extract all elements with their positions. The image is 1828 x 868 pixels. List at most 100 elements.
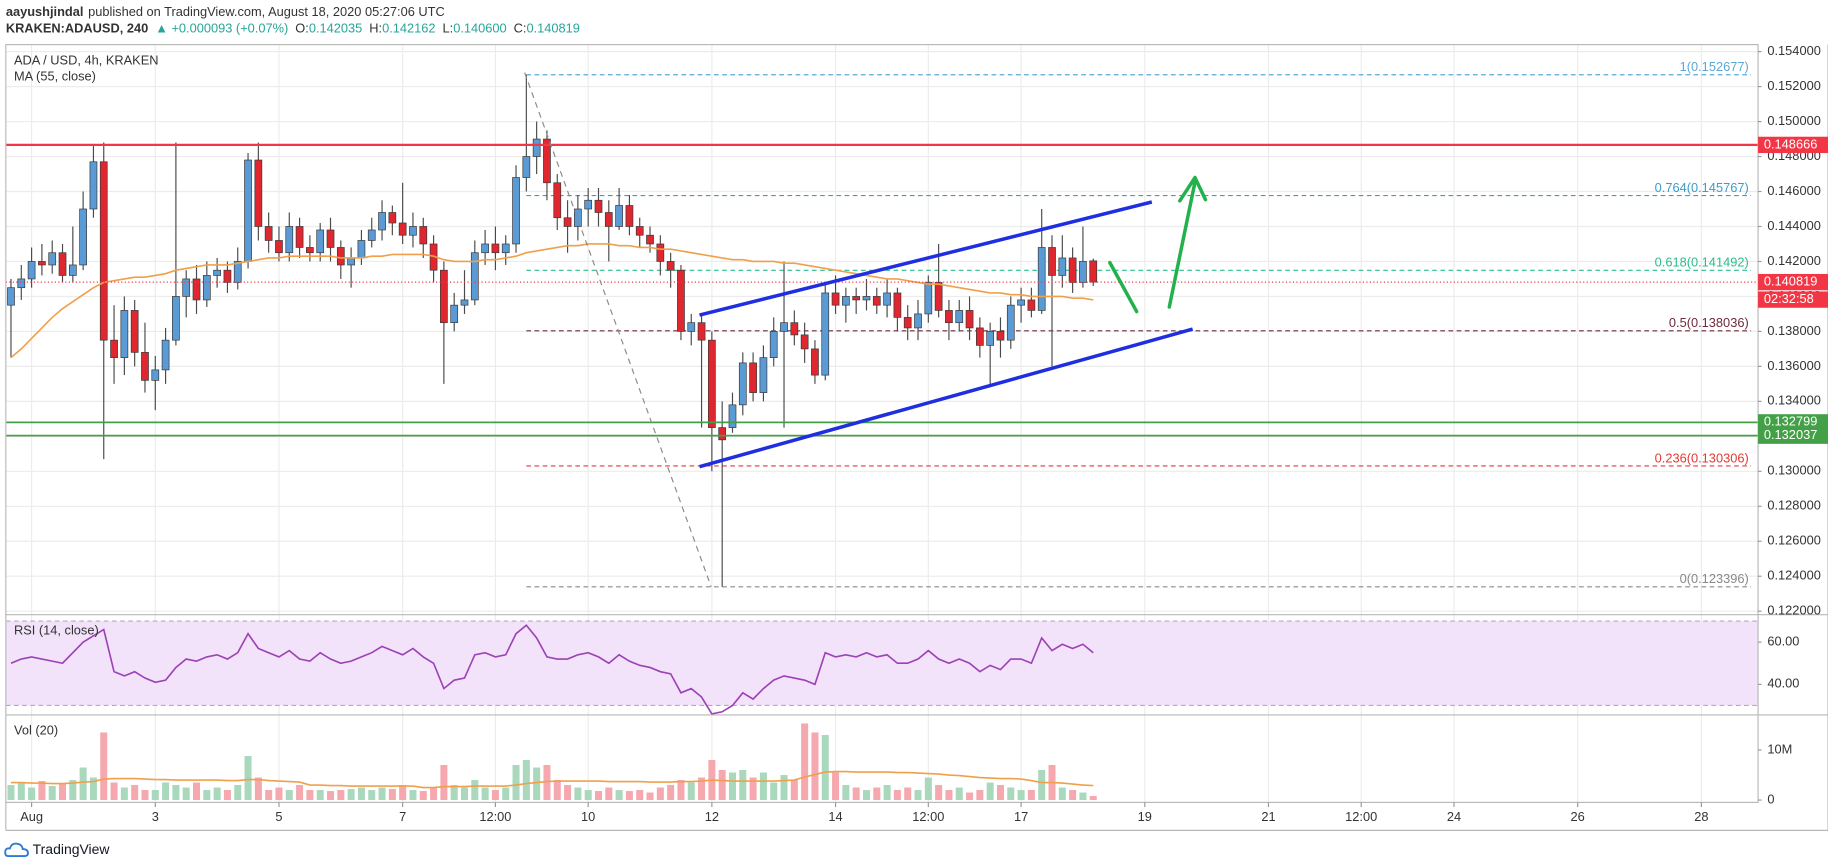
candle-body <box>914 313 922 329</box>
last-price-badge: 0.140819 <box>1764 274 1817 289</box>
symbol: KRAKEN:ADAUSD, 240 <box>6 21 148 36</box>
countdown-badge: 02:32:58 <box>1764 291 1814 306</box>
candle-body <box>821 292 830 376</box>
volume-bar <box>770 782 778 801</box>
candle-body <box>419 226 428 245</box>
candle-body <box>604 212 613 227</box>
volume-bar <box>553 780 561 801</box>
candle-body <box>635 226 644 236</box>
x-tick-label: 21 <box>1261 809 1275 824</box>
candle-body <box>872 296 881 306</box>
level-badge: 0.148666 <box>1764 136 1817 151</box>
candle-body <box>27 261 36 280</box>
volume-bar <box>388 789 396 801</box>
volume-bar <box>327 791 335 801</box>
y-tick-label: 10M <box>1767 741 1792 756</box>
volume-bar <box>17 782 25 801</box>
volume-bar <box>924 777 932 801</box>
volume-bar <box>801 723 809 801</box>
quote-label: O: <box>295 21 309 36</box>
y-tick-label: 0.126000 <box>1767 533 1820 548</box>
candle-body <box>1017 299 1025 306</box>
y-tick-label: 0.134000 <box>1767 393 1820 408</box>
candle-body <box>470 252 479 301</box>
volume-bar <box>471 780 479 801</box>
candle-body <box>141 352 149 381</box>
candle-body <box>687 322 696 332</box>
x-tick-label: 14 <box>828 809 842 824</box>
volume-bar <box>636 790 644 801</box>
volume-bar <box>904 787 912 801</box>
volume-bar <box>357 787 365 801</box>
overlay: Aug 3 5 7 12:00 10 12 14 12:00 17 19 21 12:00 24 26 28 0… <box>14 43 1828 824</box>
series-line <box>10 624 1094 715</box>
volume-bar <box>564 785 572 801</box>
candle-body <box>697 322 706 341</box>
candle-body <box>852 296 861 301</box>
candle-body <box>945 310 953 324</box>
candle-body <box>285 226 294 254</box>
volume-bar <box>574 787 582 801</box>
x-tick-label: 24 <box>1447 809 1461 824</box>
candle-body <box>120 310 129 358</box>
volume-bar <box>914 790 922 801</box>
candle-body <box>388 212 397 224</box>
volume-bar <box>1027 790 1035 801</box>
candle-body <box>862 296 871 301</box>
quote-value: 0.140819 <box>526 21 579 36</box>
candle-body <box>481 243 489 254</box>
quote-value: 0.142035 <box>309 21 362 36</box>
volume-bar <box>698 777 706 801</box>
volume-bar <box>141 790 149 801</box>
candle-body <box>409 226 417 236</box>
candle-body <box>347 257 355 266</box>
candle-body <box>223 269 232 283</box>
up-arrow <box>1167 175 1208 309</box>
volume-bar <box>120 787 128 801</box>
pane-title: ADA / USD, 4h, KRAKEN <box>14 52 159 67</box>
volume-bar <box>986 782 994 801</box>
volume-bar <box>852 787 860 801</box>
volume-bar <box>131 785 139 801</box>
volume-bar <box>842 785 850 801</box>
volume-bar <box>966 792 974 801</box>
candle-body <box>1068 257 1077 283</box>
y-tick-label: 0.130000 <box>1767 463 1820 478</box>
volume-bar <box>605 787 613 801</box>
level-badge: 0.132799 <box>1764 414 1817 429</box>
candle-body <box>811 348 819 376</box>
candle-body <box>1058 257 1067 276</box>
volume-bar <box>883 785 891 801</box>
volume-bar <box>316 790 324 801</box>
volume-bar <box>832 772 840 801</box>
candle-body <box>192 278 201 301</box>
volume-bar <box>625 791 633 801</box>
volume-bar <box>491 790 499 801</box>
volume-bar <box>162 782 170 801</box>
volume-bar <box>594 791 602 801</box>
volume-bar <box>213 787 221 801</box>
candle-body <box>965 310 974 329</box>
volume-bar <box>790 780 798 801</box>
last-price-badge-bg <box>1758 273 1828 291</box>
volume-bar <box>945 790 953 801</box>
marks <box>5 74 1759 801</box>
volume-bar <box>89 777 97 801</box>
candle-body <box>275 240 283 254</box>
candle-body <box>99 161 108 341</box>
x-tick-label: Aug <box>20 809 43 824</box>
volume-bar <box>296 785 304 801</box>
candle-body <box>151 369 160 381</box>
y-tick-label: 0.150000 <box>1767 113 1820 128</box>
volume-bar <box>1017 790 1025 801</box>
volume-bar <box>1058 787 1066 801</box>
volume-bar <box>38 781 46 801</box>
candle-body <box>326 229 335 248</box>
volume-bar <box>368 790 376 801</box>
fib-label: 1(0.152677) <box>1680 59 1749 74</box>
candle-body <box>306 247 314 254</box>
dip-stroke <box>1108 260 1139 314</box>
channel-lower <box>699 327 1194 469</box>
